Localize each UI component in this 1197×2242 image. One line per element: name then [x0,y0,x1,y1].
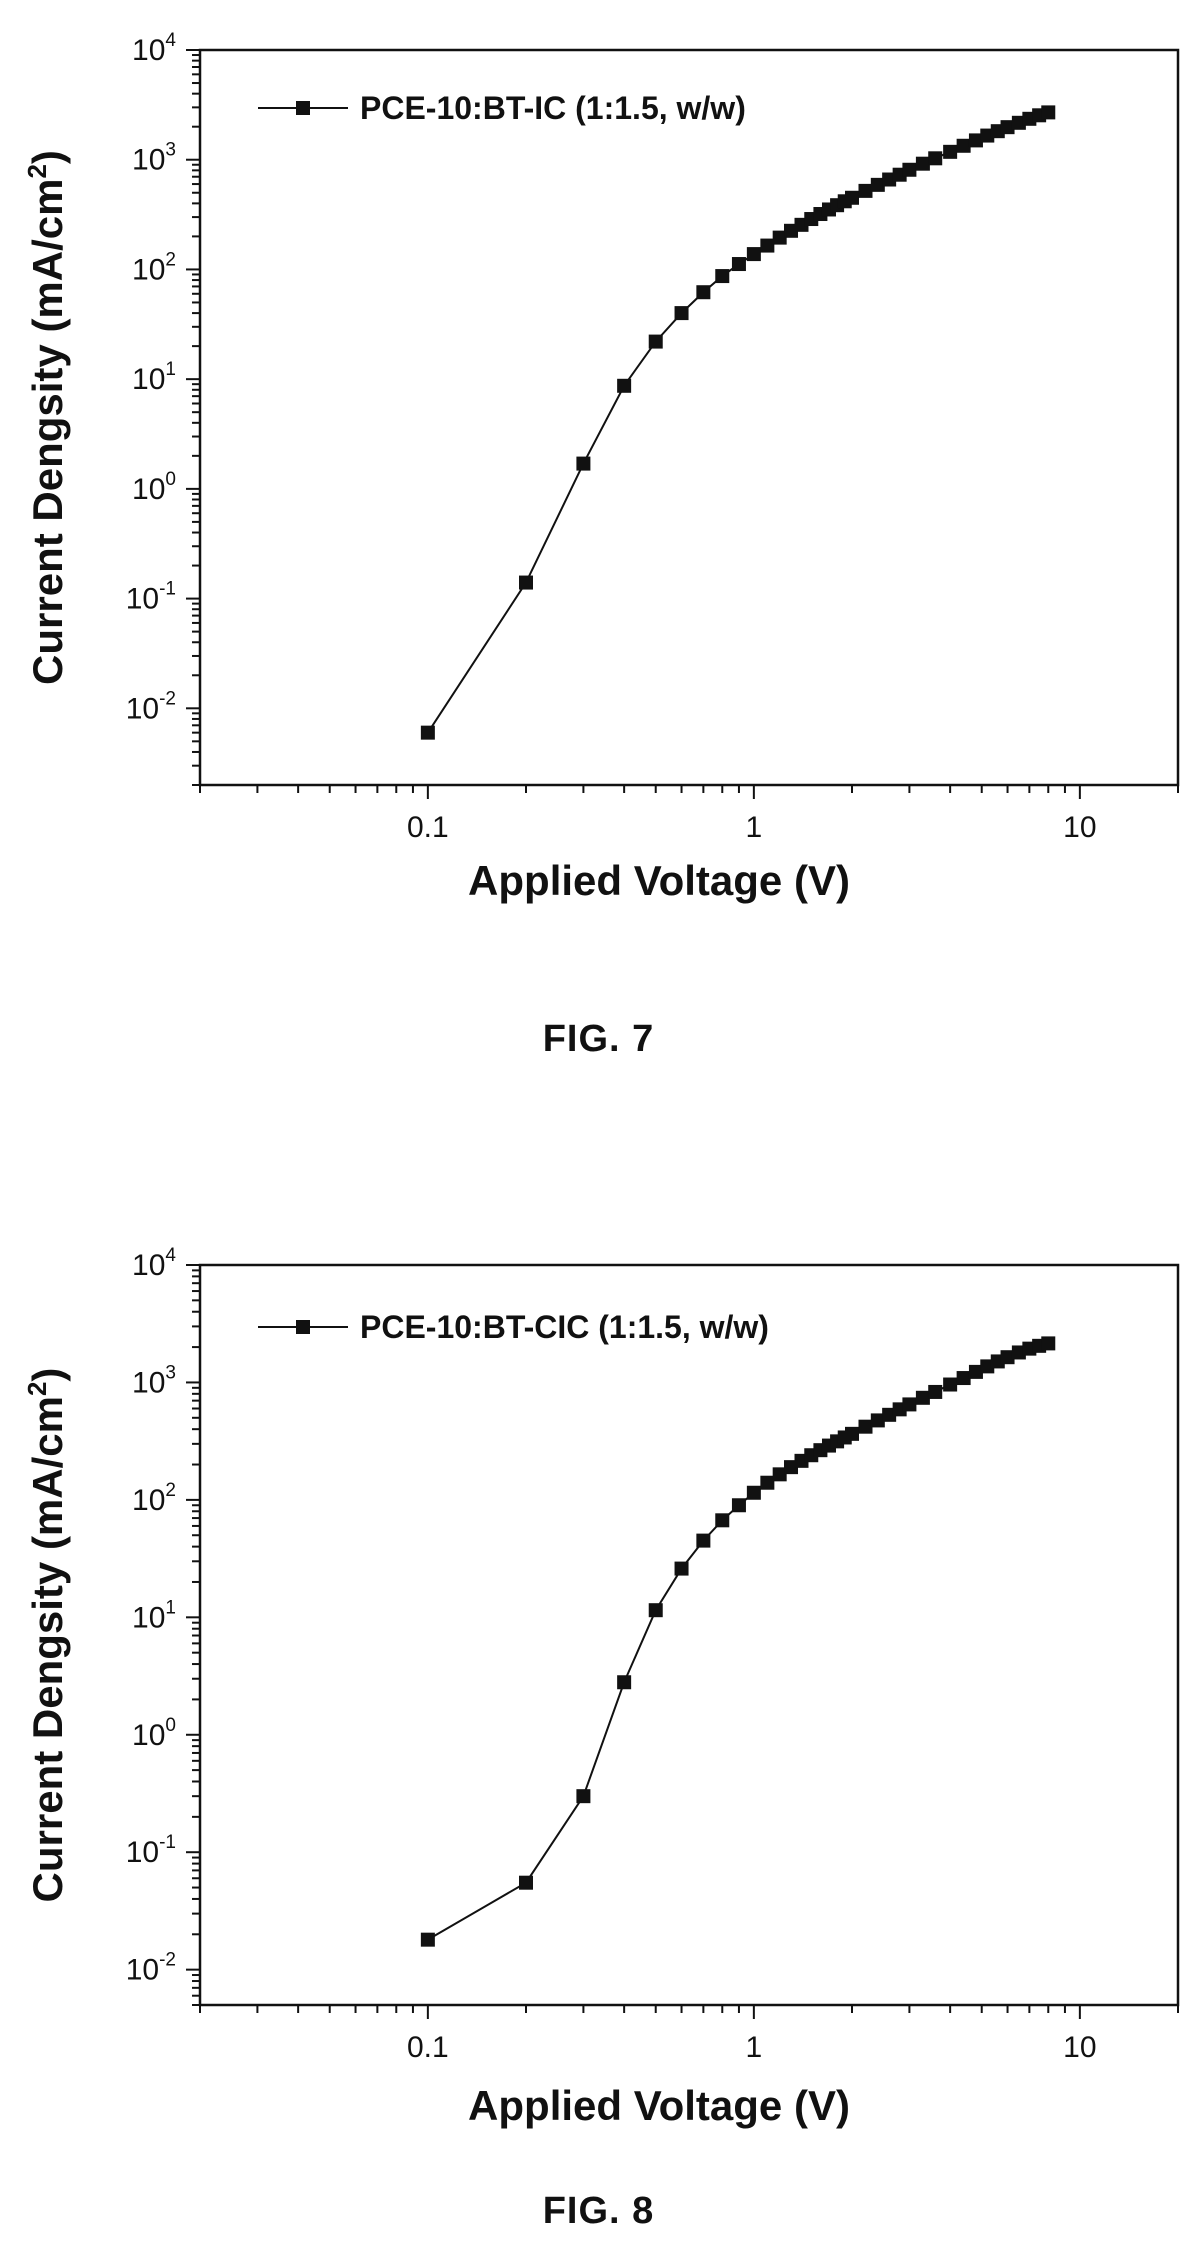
data-point [858,183,873,198]
legend-label: PCE-10:BT-CIC (1:1.5, w/w) [360,1309,769,1345]
data-point [956,138,971,153]
series-line [427,1342,1049,1941]
data-point [902,1397,917,1412]
legend-marker [296,101,310,115]
y-tick-label: 10-1 [126,579,176,616]
x-axis-ticks [199,2005,1179,2019]
data-point [858,1419,873,1434]
data-point [845,1426,859,1441]
x-tick-label: 0.1 [407,2031,449,2064]
legend-marker [296,1320,310,1334]
data-point [928,151,943,166]
data-point [617,378,632,393]
data-point [870,177,885,192]
data-point [648,334,663,349]
plot-frame [198,48,1180,787]
y-tick-label: 104 [132,30,176,67]
data-point [772,230,787,245]
data-point [519,575,533,590]
y-tick-label: 10-1 [126,1832,176,1869]
data-point [576,456,591,471]
x-tick-label: 1 [746,2031,763,2064]
data-point [968,1364,983,1379]
data-point [1041,1336,1056,1351]
data-point [943,144,958,159]
data-point [519,1875,533,1890]
data-point [648,1603,663,1618]
data-point [956,1371,971,1386]
data-point [1000,120,1015,135]
data-point [772,1467,787,1482]
x-tick-label: 10 [1063,811,1096,844]
x-axis-ticks [199,785,1179,799]
y-axis-label: Current Dengsity (mA/cm2) [22,1368,71,1903]
y-tick-label: 101 [132,1597,176,1634]
y-tick-label: 100 [132,1715,176,1752]
data-point [617,1675,632,1690]
data-point [870,1413,885,1428]
series-markers [420,105,1056,740]
y-tick-label: 104 [132,1245,176,1282]
data-point [915,156,930,171]
data-point [731,257,746,272]
data-point [902,162,917,177]
data-point [928,1384,943,1399]
data-point [715,1513,730,1528]
x-tick-label: 10 [1063,2031,1096,2064]
chart-fig-8: 0.1 1 10 10-2 10-1 100 101 102 103 104 Applied Vol… [22,1245,1180,2129]
legend: PCE-10:BT-CIC (1:1.5, w/w) [258,1309,769,1345]
chart-fig-7: 0.1 1 10 10-2 10-1 100 101 102 103 104 Applied Vol… [22,30,1180,904]
figure-caption-7: FIG. 7 [542,1018,655,1060]
y-tick-label: 10-2 [126,688,176,725]
data-point [696,285,711,300]
y-axis-ticks [186,49,200,786]
y-tick-label: 10-2 [126,1950,176,1987]
plot-frame [198,1263,1180,2007]
x-tick-label: 0.1 [407,811,449,844]
y-tick-label: 100 [132,469,176,506]
y-tick-label: 102 [132,1480,176,1517]
data-point [943,1377,958,1392]
figure-caption-8: FIG. 8 [542,2190,655,2232]
x-tick-label: 1 [746,811,763,844]
data-point [715,269,730,284]
data-point [746,1485,761,1500]
x-axis-label: Applied Voltage (V) [468,857,850,904]
data-point [760,238,775,253]
series-markers [420,1336,1056,1947]
data-point [731,1498,746,1513]
data-point [420,1932,435,1947]
y-axis-ticks [186,1264,200,2006]
data-point [915,1390,930,1405]
x-axis-label: Applied Voltage (V) [468,2082,850,2129]
y-tick-label: 102 [132,249,176,286]
data-point [1000,1350,1015,1365]
data-point [420,725,435,740]
data-point [968,133,983,148]
data-point [760,1475,775,1490]
legend-label: PCE-10:BT-IC (1:1.5, w/w) [360,90,746,126]
y-axis-label: Current Dengsity (mA/cm2) [22,150,71,685]
data-point [674,1561,689,1576]
data-point [1041,105,1056,120]
y-tick-label: 101 [132,359,176,396]
y-tick-label: 103 [132,140,176,177]
data-point [746,247,761,262]
series-line [427,111,1049,734]
y-tick-label: 103 [132,1362,176,1399]
legend: PCE-10:BT-IC (1:1.5, w/w) [258,90,746,126]
data-point [845,190,859,205]
data-point [576,1789,591,1804]
data-point [674,306,689,321]
data-point [696,1533,711,1548]
